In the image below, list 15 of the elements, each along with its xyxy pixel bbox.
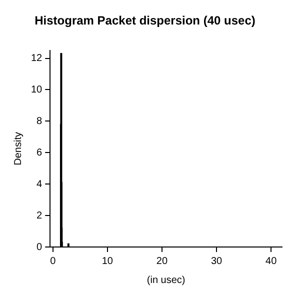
- y-tick-label: 4: [36, 178, 43, 190]
- y-tick-label: 10: [31, 84, 43, 96]
- x-tick-label: 40: [266, 256, 278, 267]
- y-tick-label: 2: [36, 210, 43, 222]
- x-tick-label: 0: [50, 256, 56, 267]
- x-tick-label: 30: [210, 256, 223, 267]
- y-tick-label: 6: [36, 147, 43, 158]
- x-tick-label: 20: [156, 256, 168, 267]
- y-tick-label: 0: [36, 242, 43, 253]
- x-axis-title: (in usec): [146, 274, 186, 286]
- x-tick-label: 10: [102, 256, 114, 267]
- y-axis-title: Density: [12, 132, 24, 166]
- y-tick-label: 12: [31, 53, 43, 64]
- y-tick-label: 8: [36, 116, 43, 127]
- chart-title: Histogram Packet dispersion (40 usec): [34, 14, 256, 28]
